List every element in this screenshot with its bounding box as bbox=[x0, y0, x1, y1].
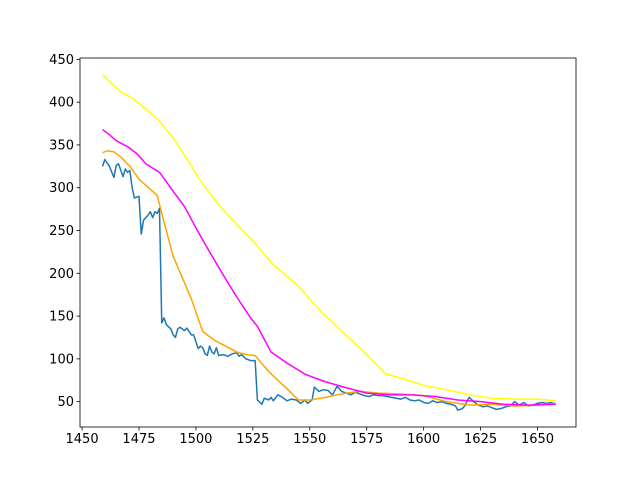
y-tick-label: 200 bbox=[49, 267, 74, 282]
y-tick-label: 100 bbox=[49, 352, 74, 367]
axes-frame bbox=[79, 57, 577, 428]
x-tick-label: 1575 bbox=[350, 432, 383, 447]
y-tick-label: 400 bbox=[49, 96, 74, 111]
y-tick-label: 150 bbox=[49, 310, 74, 325]
series-line bbox=[102, 128, 556, 406]
y-tick-label: 350 bbox=[49, 138, 74, 153]
series-line bbox=[102, 74, 556, 402]
series-line bbox=[102, 150, 556, 407]
x-tick-label: 1650 bbox=[521, 432, 554, 447]
series-line bbox=[101, 158, 556, 411]
x-tick-label: 1475 bbox=[122, 432, 155, 447]
x-tick-label: 1500 bbox=[179, 432, 212, 447]
y-tick-label: 300 bbox=[49, 181, 74, 196]
x-tick-label: 1625 bbox=[464, 432, 497, 447]
y-tick-label: 250 bbox=[49, 224, 74, 239]
x-tick-label: 1525 bbox=[236, 432, 269, 447]
y-tick-label: 50 bbox=[57, 395, 74, 410]
x-tick-label: 1600 bbox=[407, 432, 440, 447]
x-tick-label: 1450 bbox=[66, 432, 99, 447]
x-tick-label: 1550 bbox=[293, 432, 326, 447]
y-tick-label: 450 bbox=[49, 53, 74, 68]
